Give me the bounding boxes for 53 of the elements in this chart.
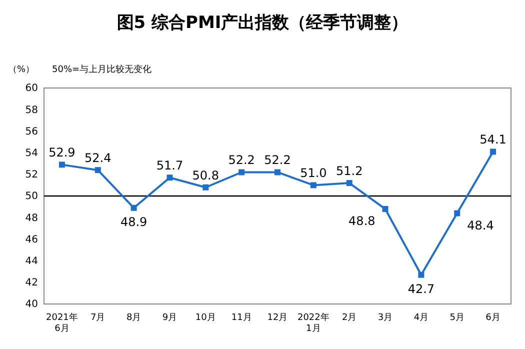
- y-tick-label: 40: [25, 299, 38, 310]
- text: （%）: [8, 65, 35, 75]
- y-tick-label: 58: [25, 104, 38, 116]
- y-tick-label: 46: [25, 234, 38, 246]
- x-tick-label: 12月: [267, 313, 288, 323]
- data-label: 52.9: [48, 146, 76, 160]
- x-tick-label: 2022年 1月: [297, 312, 330, 334]
- point: [94, 167, 101, 174]
- y-tick-label: 44: [25, 256, 38, 267]
- point: [166, 174, 173, 181]
- point: [346, 180, 352, 186]
- point: [310, 182, 316, 188]
- point: [238, 169, 245, 176]
- data-label: 48.4: [467, 218, 494, 232]
- y-tick-label: 50: [25, 191, 38, 202]
- x-tick-label: 4月: [414, 313, 429, 323]
- x-tick-label: 7月: [90, 313, 106, 323]
- point: [274, 169, 280, 176]
- x-tick-label: 2021年 6月: [46, 312, 78, 334]
- point: [58, 162, 65, 168]
- data-label: 51.7: [156, 158, 184, 173]
- point: [418, 272, 424, 278]
- point: [382, 206, 388, 212]
- y-tick-label: 48: [25, 212, 38, 224]
- y-tick-label: 42: [25, 278, 38, 289]
- data-label: 51.0: [300, 166, 327, 180]
- data-label: 50.8: [192, 168, 220, 182]
- x-tick-label: 6月: [486, 313, 500, 323]
- data-label: 48.9: [120, 214, 148, 229]
- data-label: 51.2: [336, 164, 363, 178]
- y-tick-label: 60: [25, 83, 38, 94]
- data-label: 42.7: [408, 282, 435, 296]
- point: [454, 210, 460, 216]
- y-tick-label: 54: [25, 148, 38, 159]
- x-tick-label: 10月: [195, 313, 216, 323]
- data-label: 48.8: [348, 214, 376, 228]
- point: [202, 184, 209, 190]
- point: [490, 148, 496, 155]
- data-label: 52.2: [264, 153, 291, 168]
- x-tick-label: 3月: [378, 313, 393, 323]
- y-tick-label: 56: [25, 126, 38, 138]
- x-tick-label: 5月: [450, 313, 464, 323]
- x-tick-label: 11月: [231, 313, 252, 323]
- y-tick-label: 52: [25, 170, 38, 181]
- data-label: 52.4: [84, 151, 112, 166]
- chart-title: 图5 综合PMI产出指数（经季节调整）: [116, 13, 408, 33]
- text: 50%=与上月比较无变化: [52, 64, 152, 75]
- x-tick-label: 9月: [162, 313, 178, 323]
- point: [130, 204, 137, 211]
- x-tick-label: 2月: [342, 313, 357, 323]
- x-tick-label: 8月: [126, 313, 142, 323]
- data-label: 52.2: [228, 153, 255, 168]
- data-label: 54.1: [480, 132, 506, 147]
